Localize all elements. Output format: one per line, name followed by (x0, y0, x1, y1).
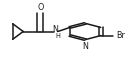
Text: N: N (52, 25, 58, 34)
Text: N: N (82, 42, 88, 51)
Text: H: H (55, 33, 60, 39)
Text: Br: Br (116, 31, 125, 40)
Text: O: O (37, 3, 44, 12)
